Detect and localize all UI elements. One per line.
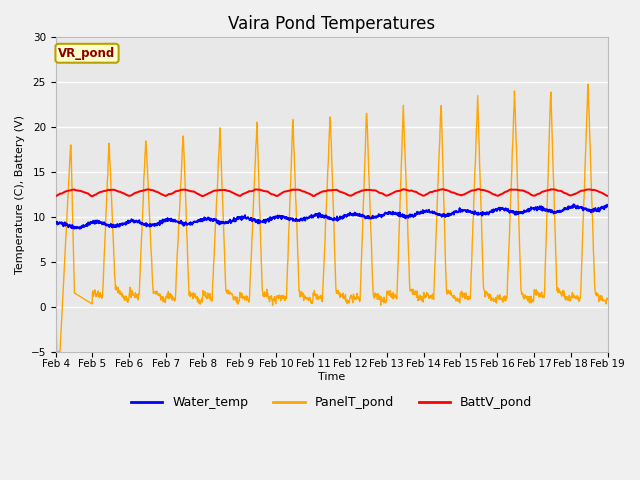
PanelT_pond <box>584 82 592 87</box>
Water_temp <box>76 226 84 231</box>
BattV_pond <box>417 192 425 198</box>
Title: Vaira Pond Temperatures: Vaira Pond Temperatures <box>228 15 435 33</box>
BattV_pond <box>604 193 611 199</box>
Line: BattV_pond: BattV_pond <box>56 189 607 196</box>
Water_temp <box>175 220 182 226</box>
PanelT_pond <box>52 304 60 310</box>
Water_temp <box>161 218 169 224</box>
Water_temp <box>237 216 244 221</box>
Legend: Water_temp, PanelT_pond, BattV_pond: Water_temp, PanelT_pond, BattV_pond <box>126 391 537 414</box>
Water_temp <box>490 206 497 212</box>
Y-axis label: Temperature (C), Battery (V): Temperature (C), Battery (V) <box>15 115 25 274</box>
BattV_pond <box>490 192 498 197</box>
PanelT_pond <box>604 297 611 302</box>
Line: Water_temp: Water_temp <box>56 204 607 228</box>
PanelT_pond <box>490 295 497 301</box>
BattV_pond <box>161 193 169 199</box>
Water_temp <box>538 204 546 210</box>
BattV_pond <box>175 188 182 193</box>
PanelT_pond <box>538 293 546 299</box>
BattV_pond <box>88 193 95 199</box>
Text: VR_pond: VR_pond <box>58 47 116 60</box>
PanelT_pond <box>161 300 169 305</box>
PanelT_pond <box>417 294 425 300</box>
Water_temp <box>570 202 577 207</box>
Water_temp <box>604 202 611 208</box>
PanelT_pond <box>175 226 182 231</box>
X-axis label: Time: Time <box>318 372 345 382</box>
BattV_pond <box>475 186 483 192</box>
Water_temp <box>417 209 425 215</box>
PanelT_pond <box>53 348 61 354</box>
BattV_pond <box>237 192 244 198</box>
BattV_pond <box>52 193 60 199</box>
PanelT_pond <box>237 293 244 299</box>
Line: PanelT_pond: PanelT_pond <box>56 84 607 351</box>
BattV_pond <box>539 189 547 194</box>
Water_temp <box>52 219 60 225</box>
